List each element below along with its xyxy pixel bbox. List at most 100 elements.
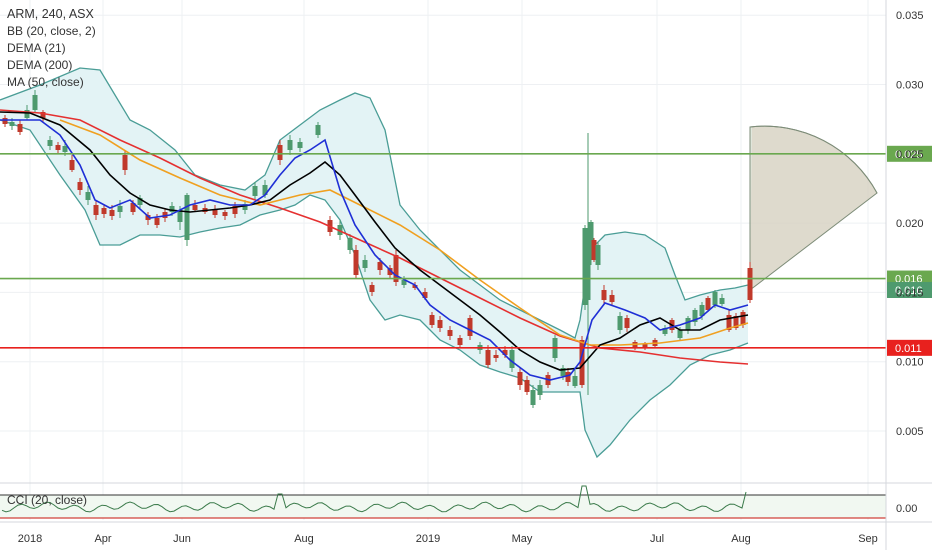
y-tick-label: 0.005	[896, 426, 924, 438]
bb-lower-line	[0, 119, 749, 459]
price-badge-2	[887, 339, 932, 356]
candle-body	[595, 245, 601, 265]
candle-body	[137, 198, 143, 205]
candle-body	[740, 312, 746, 325]
candle-body	[705, 298, 711, 310]
candle-body	[362, 260, 368, 268]
candle-body	[109, 210, 115, 216]
cci-tick-label: 0.00	[896, 503, 917, 515]
candle-body	[457, 338, 463, 345]
legend: ARM, 240, ASX BB (20, close, 2) DEMA (21…	[7, 6, 96, 91]
cci-line	[1, 485, 747, 513]
candle-body	[17, 124, 23, 132]
candle-body	[315, 125, 321, 135]
candle-body	[353, 250, 359, 275]
candle-body	[184, 195, 190, 240]
candle-body	[117, 206, 123, 212]
candle-body	[509, 350, 515, 368]
fan-arc	[749, 125, 878, 194]
legend-dema-21[interactable]: DEMA (21)	[7, 41, 66, 55]
candle-body	[93, 205, 99, 215]
candle-body	[733, 316, 739, 328]
candle-body	[212, 210, 218, 215]
x-tick-label: Aug	[294, 533, 314, 545]
candle-body	[101, 208, 107, 214]
candle-body	[130, 203, 136, 212]
candle-body	[242, 204, 248, 210]
dema200-line	[0, 111, 749, 371]
candle-body	[192, 205, 198, 210]
candle-body	[412, 285, 418, 288]
candle-body	[369, 285, 375, 292]
candle-body	[232, 206, 238, 214]
x-tick-label: Jun	[173, 533, 191, 545]
candle-body	[572, 376, 578, 386]
y-tick-label: 0.010	[896, 357, 924, 369]
candle-body	[77, 182, 83, 190]
x-tick-label: Apr	[94, 533, 111, 545]
candle-body	[719, 298, 725, 304]
candle-body	[347, 238, 353, 250]
legend-bb[interactable]: BB (20, close, 2)	[7, 24, 96, 38]
candle-body	[447, 330, 453, 336]
x-tick-label: Sep	[858, 533, 878, 545]
candle-body	[493, 355, 499, 358]
candle-body	[560, 368, 566, 376]
candle-body	[145, 215, 151, 220]
candle-body	[692, 310, 698, 322]
last-price-label: 0.016	[895, 285, 923, 297]
bb-fill	[0, 68, 748, 457]
candle-body	[393, 255, 399, 282]
candle-body	[154, 218, 160, 225]
candle-body	[747, 268, 753, 300]
candle-body	[588, 222, 594, 260]
candle-body	[662, 328, 668, 334]
candle-body	[262, 185, 268, 195]
candle-body	[252, 186, 258, 196]
candle-body	[677, 330, 683, 338]
candle-body	[55, 145, 61, 150]
candle-body	[502, 350, 508, 355]
candle-body	[2, 118, 8, 124]
x-tick-label: 2019	[416, 533, 440, 545]
candle-body	[565, 372, 571, 382]
candle-body	[122, 155, 128, 170]
y-tick-label: 0.020	[896, 218, 924, 230]
candle-body	[429, 315, 435, 325]
candle-body	[222, 212, 228, 216]
long-ma-line	[0, 109, 749, 365]
candle-body	[582, 228, 588, 305]
x-tick-label: Aug	[731, 533, 751, 545]
fan-upper-wedge	[749, 125, 878, 292]
candle-body	[69, 160, 75, 170]
candle-body	[177, 210, 183, 222]
candle-body	[387, 268, 393, 275]
candle-body	[40, 112, 46, 118]
cci-legend[interactable]: CCI (20, close)	[7, 493, 88, 507]
dema21-line	[0, 119, 749, 381]
candle-body	[9, 122, 15, 126]
legend-ma-50[interactable]: MA (50, close)	[7, 75, 84, 89]
candle-body	[524, 380, 530, 392]
y-tick-label: 0.025	[896, 149, 924, 161]
candle-body	[24, 110, 30, 118]
candle-body	[712, 292, 718, 305]
candle-body	[467, 318, 473, 336]
candle-body	[401, 280, 407, 285]
candle-body	[85, 192, 91, 200]
x-tick-label: Jul	[650, 533, 664, 545]
candle-body	[169, 206, 175, 212]
candle-body	[642, 344, 648, 348]
last-price-badge	[887, 282, 932, 298]
legend-dema-200[interactable]: DEMA (200)	[7, 58, 73, 72]
candle-body	[537, 385, 543, 395]
candle-body	[585, 230, 591, 300]
candle-body	[297, 142, 303, 148]
candle-body	[609, 295, 615, 302]
candle-body	[422, 292, 428, 298]
candle-body	[579, 340, 585, 385]
candle-body	[277, 145, 283, 160]
candle-body	[617, 316, 623, 330]
